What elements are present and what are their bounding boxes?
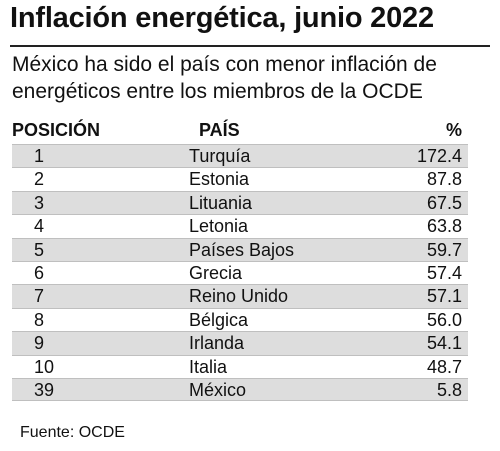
title-divider bbox=[10, 45, 490, 47]
row-position: 4 bbox=[34, 216, 45, 237]
header-country: PAÍS bbox=[199, 120, 240, 140]
row-position: 9 bbox=[34, 333, 45, 354]
source-note: Fuente: OCDE bbox=[20, 424, 125, 441]
row-value: 56.0 bbox=[426, 309, 462, 330]
row-position: 1 bbox=[34, 146, 45, 166]
table-body: 1 Turquía 172.4 2 Estonia 87.8 3 Lituania 67.5 4 L… bbox=[12, 144, 468, 402]
row-country: Bélgica bbox=[189, 309, 249, 330]
row-position: 6 bbox=[34, 262, 45, 283]
table-row: 8 Bélgica 56.0 bbox=[12, 307, 468, 332]
table-row: 7 Reino Unido 57.1 bbox=[12, 284, 468, 308]
row-country: Países Bajos bbox=[189, 239, 295, 260]
row-country: México bbox=[189, 379, 247, 400]
row-position: 10 bbox=[34, 356, 55, 377]
row-value: 63.8 bbox=[426, 216, 462, 237]
table-row: 2 Estonia 87.8 bbox=[12, 167, 468, 191]
row-position: 39 bbox=[34, 379, 55, 400]
row-country: Lituania bbox=[189, 192, 253, 213]
table-row: 5 Países Bajos 59.7 bbox=[12, 237, 468, 261]
chart-subtitle: México ha sido el país con menor inflaci… bbox=[12, 53, 437, 103]
row-value: 59.7 bbox=[426, 239, 462, 260]
table-row: 4 Letonia 63.8 bbox=[12, 214, 468, 238]
table-row: 6 Grecia 57.4 bbox=[12, 260, 468, 285]
row-country: Letonia bbox=[189, 216, 249, 237]
row-position: 3 bbox=[34, 192, 45, 213]
row-position: 7 bbox=[34, 286, 45, 307]
row-value: 48.7 bbox=[426, 356, 462, 377]
row-position: 2 bbox=[34, 169, 45, 190]
row-value: 54.1 bbox=[426, 333, 462, 354]
header-percent: % bbox=[445, 120, 462, 140]
chart-title: Inflación energética, junio 2022 bbox=[10, 2, 434, 34]
row-value: 57.1 bbox=[426, 286, 462, 307]
header-position: POSICIÓN bbox=[12, 120, 101, 140]
row-country: Italia bbox=[189, 356, 228, 377]
row-value: 57.4 bbox=[426, 262, 462, 283]
table-row: 39 México 5.8 bbox=[12, 377, 468, 402]
row-value: 5.8 bbox=[436, 379, 462, 400]
row-country: Irlanda bbox=[189, 333, 245, 354]
row-position: 8 bbox=[34, 309, 45, 330]
row-position: 5 bbox=[34, 239, 45, 260]
table-row: 3 Lituania 67.5 bbox=[12, 190, 468, 215]
row-value: 67.5 bbox=[426, 192, 462, 213]
table-header: POSICIÓN PAÍS % bbox=[12, 117, 468, 144]
row-country: Grecia bbox=[189, 262, 243, 283]
row-country: Turquía bbox=[189, 146, 251, 166]
row-value: 172.4 bbox=[416, 146, 462, 166]
row-value: 87.8 bbox=[426, 169, 462, 190]
table-row: 1 Turquía 172.4 bbox=[12, 144, 468, 168]
table-row: 10 Italia 48.7 bbox=[12, 354, 468, 378]
ranking-table: POSICIÓN PAÍS % 1 Turquía 172.4 2 Estonia 87.… bbox=[12, 117, 468, 402]
row-country: Reino Unido bbox=[189, 286, 289, 307]
row-country: Estonia bbox=[189, 169, 250, 190]
table-row: 9 Irlanda 54.1 bbox=[12, 331, 468, 355]
